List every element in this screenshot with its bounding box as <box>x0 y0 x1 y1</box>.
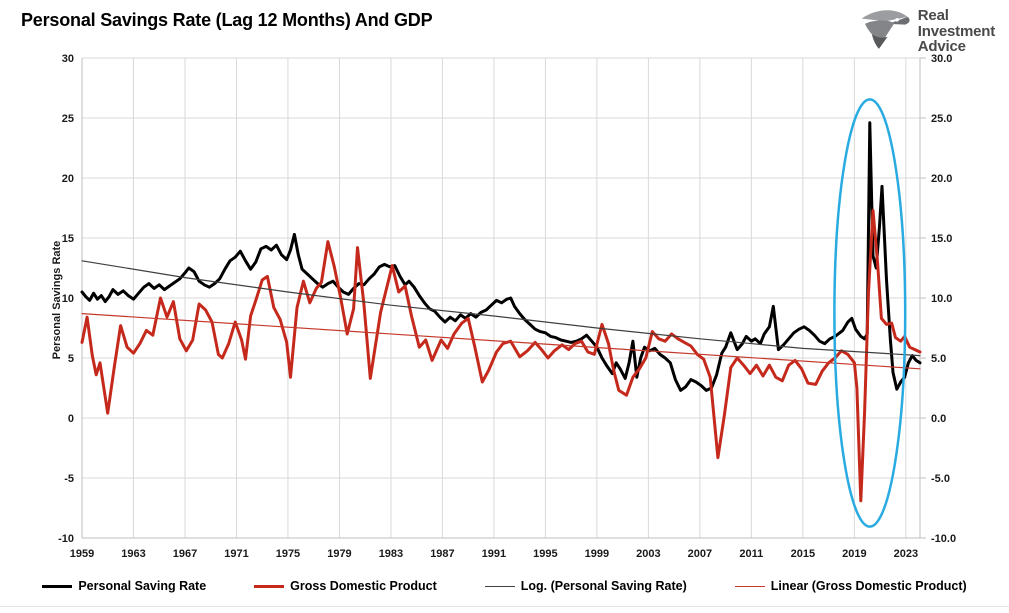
svg-text:1999: 1999 <box>585 548 609 560</box>
svg-text:20: 20 <box>62 173 74 185</box>
svg-text:-5.0: -5.0 <box>931 473 950 485</box>
svg-text:2019: 2019 <box>842 548 866 560</box>
page-title: Personal Savings Rate (Lag 12 Months) An… <box>21 10 433 30</box>
legend-label: Gross Domestic Product <box>290 579 437 593</box>
svg-text:-10.0: -10.0 <box>931 533 956 545</box>
legend-item-linear-trend: Linear (Gross Domestic Product) <box>734 579 967 593</box>
legend-item-log-trend: Log. (Personal Saving Rate) <box>484 579 687 593</box>
svg-text:5.0: 5.0 <box>931 353 946 365</box>
svg-text:1959: 1959 <box>70 548 94 560</box>
svg-text:1979: 1979 <box>327 548 351 560</box>
svg-text:2023: 2023 <box>894 548 918 560</box>
svg-text:2003: 2003 <box>636 548 660 560</box>
svg-text:1991: 1991 <box>482 548 506 560</box>
brand-line-2: Investment <box>917 22 995 40</box>
svg-text:1995: 1995 <box>533 548 557 560</box>
svg-text:30: 30 <box>62 53 74 65</box>
brand-name: Real Investment Advice <box>918 8 995 55</box>
svg-text:1987: 1987 <box>430 548 454 560</box>
legend-label: Personal Saving Rate <box>78 579 207 593</box>
svg-text:1967: 1967 <box>173 548 197 560</box>
brand-line-3: Advice <box>917 38 966 56</box>
thin-black-line-swatch <box>484 585 515 587</box>
y-axis-title: Personal Savings Rate <box>51 240 63 360</box>
svg-text:10.0: 10.0 <box>931 293 952 305</box>
svg-text:2015: 2015 <box>791 548 815 560</box>
svg-text:10: 10 <box>62 293 74 305</box>
svg-text:1983: 1983 <box>379 548 403 560</box>
chart-legend: Personal Saving Rate Gross Domestic Prod… <box>0 579 1009 593</box>
red-line-swatch <box>254 584 285 588</box>
svg-text:30.0: 30.0 <box>931 53 952 65</box>
bottom-divider <box>0 606 1009 607</box>
svg-text:5: 5 <box>68 353 74 365</box>
legend-label: Log. (Personal Saving Rate) <box>520 579 687 593</box>
svg-text:0.0: 0.0 <box>931 413 946 425</box>
legend-item-gdp: Gross Domestic Product <box>254 579 437 593</box>
svg-text:20.0: 20.0 <box>931 173 952 185</box>
svg-text:1963: 1963 <box>121 548 145 560</box>
svg-text:25: 25 <box>62 113 74 125</box>
svg-text:-5: -5 <box>64 473 74 485</box>
svg-text:1975: 1975 <box>276 548 300 560</box>
svg-text:0: 0 <box>68 413 74 425</box>
eagle-logo-icon <box>859 6 911 57</box>
black-line-swatch <box>42 584 73 588</box>
svg-text:15.0: 15.0 <box>931 233 952 245</box>
svg-text:25.0: 25.0 <box>931 113 952 125</box>
brand-line-1: Real <box>917 7 949 25</box>
thin-red-line-swatch <box>734 585 765 587</box>
brand-logo: Real Investment Advice <box>859 6 995 57</box>
legend-label: Linear (Gross Domestic Product) <box>770 579 967 593</box>
svg-text:15: 15 <box>62 233 74 245</box>
svg-text:-10: -10 <box>58 533 74 545</box>
legend-item-personal-saving-rate: Personal Saving Rate <box>42 579 206 593</box>
svg-text:1971: 1971 <box>224 548 248 560</box>
svg-text:2011: 2011 <box>739 548 763 560</box>
svg-text:2007: 2007 <box>688 548 712 560</box>
